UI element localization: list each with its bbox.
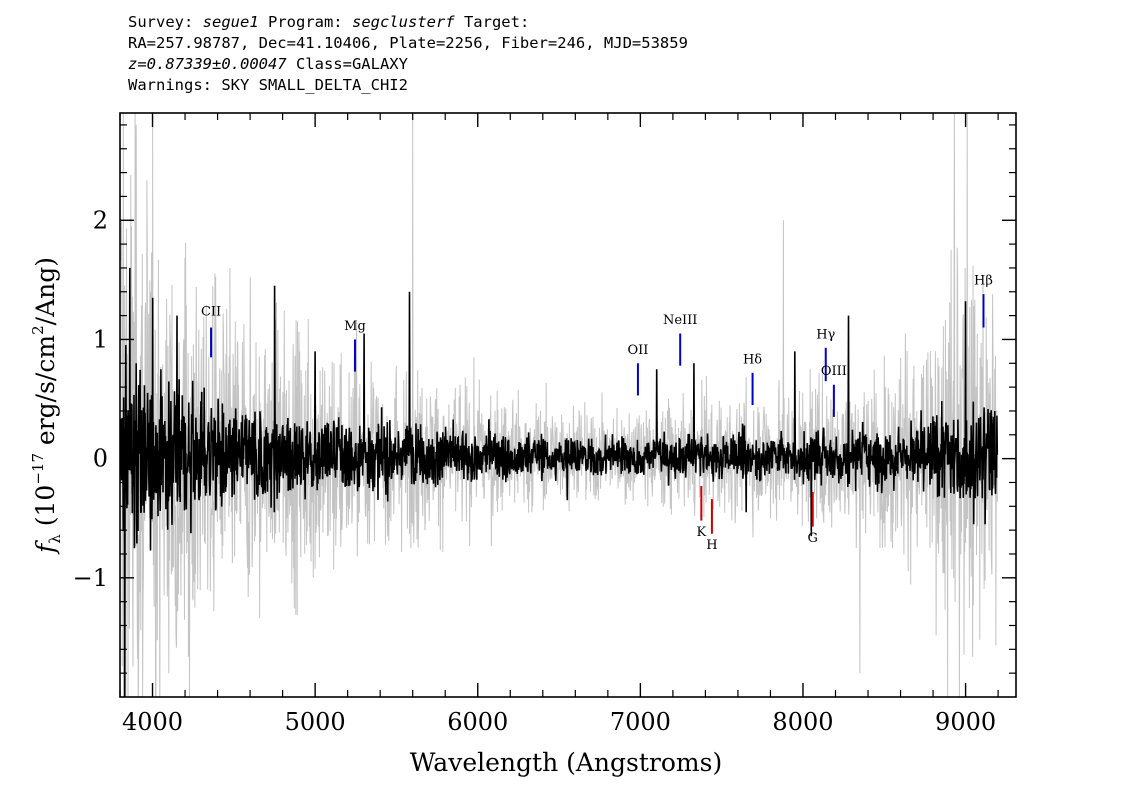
spectral-line-label: G [808, 531, 818, 546]
spectrum-header: Survey: segue1 Program: segclusterf Targ… [128, 12, 688, 96]
smoothed-flux-layer [120, 267, 999, 697]
survey-value: segue1 [202, 13, 259, 31]
x-tick-label: 7000 [610, 708, 671, 736]
redshift-value: z=0.87339±0.00047 [128, 55, 287, 73]
spectral-line-label: NeIII [663, 313, 697, 328]
spectral-line-label: OII [627, 343, 648, 358]
y-tick-label: −1 [73, 564, 108, 592]
axis-ticks: 4000 5000 6000 7000 8000 9000 −1 0 1 2 [73, 113, 1016, 736]
x-tick-label: 6000 [447, 708, 508, 736]
x-tick-label: 5000 [285, 708, 346, 736]
plot-frame [119, 112, 1017, 698]
y-tick-label: 1 [93, 325, 108, 353]
smoothed-flux-series [120, 267, 999, 697]
x-axis-label: Wavelength (Angstroms) [410, 748, 722, 777]
spectral-line-label: Hγ [816, 327, 835, 342]
spectral-line-label: Hβ [974, 274, 993, 289]
spectral-line-label: OIII [821, 364, 847, 379]
program-value: segclusterf [351, 13, 455, 31]
spectral-line-label: K [696, 525, 706, 540]
y-axis-label: fλ (10−17 erg/s/cm2/Ang) [29, 257, 64, 555]
target-label: Target: [454, 13, 530, 31]
spectral-line-label: H [706, 538, 717, 553]
header-line-survey: Survey: segue1 Program: segclusterf Targ… [128, 12, 688, 33]
spectral-line-label: CII [201, 305, 221, 320]
survey-label: Survey: [128, 13, 203, 31]
y-tick-label: 0 [93, 445, 108, 473]
header-line-warnings: Warnings: SKY SMALL_DELTA_CHI2 [128, 76, 408, 94]
class-value: Class=GALAXY [286, 55, 408, 73]
x-tick-label: 8000 [772, 708, 833, 736]
spectral-line-label: Hδ [743, 352, 762, 367]
spectral-line-label: Mg [344, 319, 366, 334]
header-line-redshift: z=0.87339±0.00047 Class=GALAXY [128, 54, 688, 75]
x-tick-label: 9000 [935, 708, 996, 736]
y-tick-label: 2 [93, 206, 108, 234]
svg-text:fλ (10−17 erg/s/cm2/Ang): fλ (10−17 erg/s/cm2/Ang) [29, 257, 64, 555]
program-label: Program: [258, 13, 352, 31]
line-markers: CII Mg OII NeIII Hδ Hγ OIII Hβ KH G [201, 274, 993, 554]
header-line-coordinates: RA=257.98787, Dec=41.10406, Plate=2256, … [128, 34, 688, 52]
x-tick-label: 4000 [122, 708, 183, 736]
